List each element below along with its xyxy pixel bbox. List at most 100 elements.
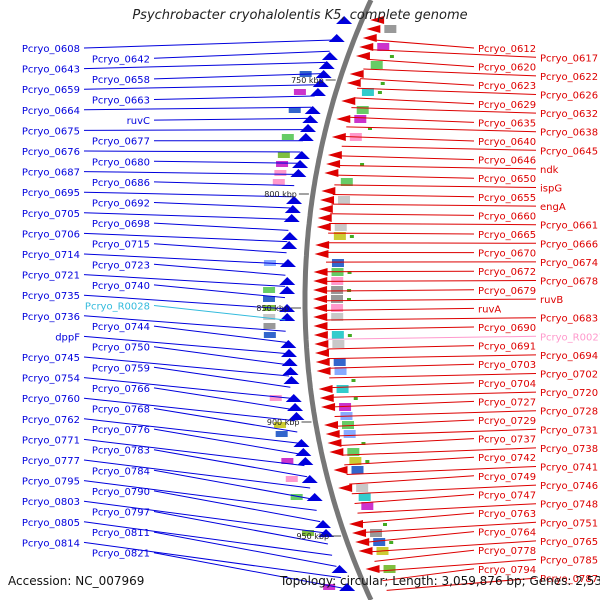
right-gene-label[interactable]: Pcryo_0678 [540,277,598,288]
right-gene-label[interactable]: Pcryo_0665 [478,230,536,241]
right-gene-label[interactable]: Pcryo_0674 [540,258,598,269]
right-gene-label[interactable]: ruvA [478,304,501,315]
right-gene-label[interactable]: Pcryo_0703 [478,360,536,371]
right-gene-label[interactable]: Pcryo_0612 [478,44,536,55]
left-gene-label[interactable]: Pcryo_0760 [22,394,80,405]
left-gene-label[interactable]: Pcryo_0686 [92,178,150,189]
right-gene-label[interactable]: Pcryo_0638 [540,128,598,139]
right-gene-label[interactable]: Pcryo_0660 [478,211,536,222]
right-gene-label[interactable]: Pcryo_0650 [478,174,536,185]
left-gene-label[interactable]: Pcryo_0754 [22,374,80,385]
right-gene-label[interactable]: Pcryo_0691 [478,342,536,353]
left-gene-label[interactable]: Pcryo_0811 [92,528,150,539]
right-gene-label[interactable]: Pcryo_0738 [540,444,598,455]
left-gene-label[interactable]: Pcryo_0795 [22,477,80,488]
right-gene-label[interactable]: Pcryo_0666 [540,239,598,250]
gene-labels[interactable]: Pcryo_0608 Pcryo_0642 Pcryo_0643 Pcryo_0658… [22,44,600,585]
right-gene-label[interactable]: Pcryo_0778 [478,546,536,557]
left-gene-label[interactable]: ruvC [127,116,150,127]
right-gene-label[interactable]: Pcryo_R0027 [540,332,600,343]
left-gene-label[interactable]: Pcryo_0706 [22,229,80,240]
right-gene-label[interactable]: Pcryo_0683 [540,314,598,325]
left-gene-label[interactable]: Pcryo_0736 [22,312,80,323]
left-gene-label[interactable]: Pcryo_0608 [22,44,80,55]
right-gene-label[interactable]: Pcryo_0629 [478,100,536,111]
right-gene-label[interactable]: ispG [540,184,562,195]
left-gene-label[interactable]: Pcryo_0695 [22,188,80,199]
left-gene-label[interactable]: Pcryo_0687 [22,168,80,179]
left-gene-label[interactable]: Pcryo_0821 [92,549,150,560]
left-gene-label[interactable]: Pcryo_0740 [92,281,150,292]
left-gene-label[interactable]: Pcryo_0762 [22,415,80,426]
right-gene-label[interactable]: Pcryo_0765 [540,537,598,548]
right-gene-label[interactable]: Pcryo_0731 [540,425,598,436]
right-gene-label[interactable]: Pcryo_0670 [478,249,536,260]
left-gene-label[interactable]: dppF [55,332,80,343]
right-gene-label[interactable]: Pcryo_0794 [478,565,536,576]
right-gene-label[interactable]: Pcryo_0720 [540,388,598,399]
right-gene-label[interactable]: Pcryo_0746 [540,481,598,492]
right-gene-label[interactable]: Pcryo_0694 [540,351,598,362]
right-gene-label[interactable]: Pcryo_0702 [540,370,598,381]
right-gene-label[interactable]: Pcryo_0742 [478,453,536,464]
left-gene-label[interactable]: Pcryo_0692 [92,199,150,210]
right-gene-label[interactable]: Pcryo_0763 [478,509,536,520]
right-gene-label[interactable]: ruvB [540,295,563,306]
right-gene-label[interactable]: Pcryo_0737 [478,435,536,446]
right-gene-label[interactable]: Pcryo_0741 [540,463,598,474]
left-gene-label[interactable]: Pcryo_R0028 [85,302,150,313]
left-gene-label[interactable]: Pcryo_0642 [92,54,150,65]
right-gene-label[interactable]: Pcryo_0645 [540,146,598,157]
left-gene-label[interactable]: Pcryo_0797 [92,508,150,519]
right-gene-label[interactable]: Pcryo_0622 [540,72,598,83]
left-gene-label[interactable]: Pcryo_0750 [92,343,150,354]
right-gene-label[interactable]: Pcryo_0646 [478,156,536,167]
left-gene-label[interactable]: Pcryo_0715 [92,240,150,251]
right-gene-label[interactable]: Pcryo_0729 [478,416,536,427]
left-gene-label[interactable]: Pcryo_0676 [22,147,80,158]
left-gene-label[interactable]: Pcryo_0783 [92,446,150,457]
right-gene-label[interactable]: Pcryo_0632 [540,109,598,120]
left-gene-label[interactable]: Pcryo_0680 [92,157,150,168]
right-gene-label[interactable]: Pcryo_0727 [478,397,536,408]
left-gene-label[interactable]: Pcryo_0776 [92,425,150,436]
left-gene-label[interactable]: Pcryo_0675 [22,126,80,137]
left-gene-label[interactable]: Pcryo_0721 [22,271,80,282]
right-gene-label[interactable]: Pcryo_0728 [540,407,598,418]
left-gene-label[interactable]: Pcryo_0768 [92,405,150,416]
right-gene-label[interactable]: Pcryo_0748 [540,500,598,511]
left-gene-label[interactable]: Pcryo_0735 [22,291,80,302]
right-gene-label[interactable]: Pcryo_0635 [478,118,536,129]
left-gene-label[interactable]: Pcryo_0805 [22,518,80,529]
left-gene-label[interactable]: Pcryo_0745 [22,353,80,364]
right-gene-label[interactable]: Pcryo_0785 [540,556,598,567]
right-gene-label[interactable]: Pcryo_0661 [540,221,598,232]
left-gene-label[interactable]: Pcryo_0658 [92,75,150,86]
left-gene-label[interactable]: Pcryo_0784 [92,466,150,477]
right-gene-label[interactable]: Pcryo_0751 [540,518,598,529]
left-gene-label[interactable]: Pcryo_0790 [92,487,150,498]
left-gene-label[interactable]: Pcryo_0643 [22,65,80,76]
left-gene-label[interactable]: Pcryo_0777 [22,456,80,467]
right-gene-label[interactable]: Pcryo_0623 [478,81,536,92]
right-gene-label[interactable]: Pcryo_0626 [540,91,598,102]
right-gene-label[interactable]: Pcryo_0679 [478,286,536,297]
left-gene-label[interactable]: Pcryo_0803 [22,497,80,508]
right-gene-label[interactable]: Pcryo_0690 [478,323,536,334]
left-gene-label[interactable]: Pcryo_0664 [22,106,80,117]
left-gene-label[interactable]: Pcryo_0814 [22,538,80,549]
left-gene-label[interactable]: Pcryo_0659 [22,85,80,96]
left-gene-label[interactable]: Pcryo_0766 [92,384,150,395]
left-gene-label[interactable]: Pcryo_0759 [92,363,150,374]
left-gene-label[interactable]: Pcryo_0698 [92,219,150,230]
left-gene-label[interactable]: Pcryo_0663 [92,96,150,107]
right-gene-label[interactable]: engA [540,202,566,213]
left-gene-label[interactable]: Pcryo_0705 [22,209,80,220]
right-gene-label[interactable]: Pcryo_0787 [540,574,598,585]
left-gene-label[interactable]: Pcryo_0714 [22,250,80,261]
right-gene-label[interactable]: ndk [540,165,559,176]
right-gene-label[interactable]: Pcryo_0764 [478,528,536,539]
right-gene-label[interactable]: Pcryo_0655 [478,193,536,204]
right-gene-label[interactable]: Pcryo_0640 [478,137,536,148]
right-gene-label[interactable]: Pcryo_0704 [478,379,536,390]
